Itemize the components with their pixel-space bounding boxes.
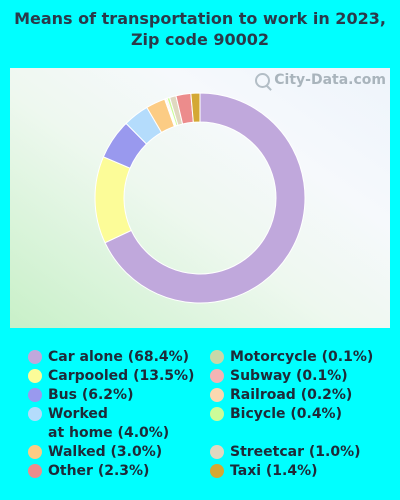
watermark-text: City-Data.com xyxy=(274,72,386,88)
watermark: City-Data.com xyxy=(255,72,386,88)
legend-label: Motorcycle (0.1%) xyxy=(230,349,374,365)
legend-label: Streetcar (1.0%) xyxy=(230,444,361,460)
legend-swatch xyxy=(28,350,42,364)
legend-swatch xyxy=(28,388,42,402)
legend-label: Other (2.3%) xyxy=(48,463,150,479)
legend-swatch xyxy=(28,464,42,478)
legend-item-right-4: Streetcar (1.0%) xyxy=(210,443,380,462)
donut-slice-1 xyxy=(94,156,132,244)
legend-label: Bicycle (0.4%) xyxy=(230,406,342,422)
donut-slice-0 xyxy=(104,92,306,304)
legend-item-right-2: Railroad (0.2%) xyxy=(210,386,380,405)
legend-item-right-0: Motorcycle (0.1%) xyxy=(210,348,380,367)
legend-item-right-3: Bicycle (0.4%) xyxy=(210,405,380,424)
legend-swatch xyxy=(210,407,224,421)
legend-swatch xyxy=(28,445,42,459)
legend-item-right-5: Taxi (1.4%) xyxy=(210,462,380,481)
legend-item-left-2: Bus (6.2%) xyxy=(28,386,198,405)
legend-label: Taxi (1.4%) xyxy=(230,463,318,479)
legend-label: Worked at home (4.0%) xyxy=(48,406,170,441)
legend-label: Car alone (68.4%) xyxy=(48,349,190,365)
legend-item-left-1: Carpooled (13.5%) xyxy=(28,367,198,386)
legend-swatch xyxy=(210,388,224,402)
legend-swatch xyxy=(210,369,224,383)
legend-label: Subway (0.1%) xyxy=(230,368,348,384)
legend-item-left-5: Other (2.3%) xyxy=(28,462,198,481)
chart-title: Means of transportation to work in 2023,… xyxy=(14,9,386,49)
legend-swatch xyxy=(28,369,42,383)
legend-item-left-4: Walked (3.0%) xyxy=(28,443,198,462)
legend-swatch xyxy=(28,407,42,421)
legend-swatch xyxy=(210,350,224,364)
legend-label: Walked (3.0%) xyxy=(48,444,163,460)
legend-swatch xyxy=(210,464,224,478)
legend-item-right-1: Subway (0.1%) xyxy=(210,367,380,386)
magnifier-icon xyxy=(255,72,271,88)
legend-label: Bus (6.2%) xyxy=(48,387,134,403)
legend-label: Carpooled (13.5%) xyxy=(48,368,195,384)
legend-item-left-0: Car alone (68.4%) xyxy=(28,348,198,367)
legend-item-left-3: Worked at home (4.0%) xyxy=(28,405,198,443)
donut-slice-11 xyxy=(190,92,201,123)
legend-swatch xyxy=(210,445,224,459)
donut-chart xyxy=(94,92,306,304)
legend-label: Railroad (0.2%) xyxy=(230,387,353,403)
